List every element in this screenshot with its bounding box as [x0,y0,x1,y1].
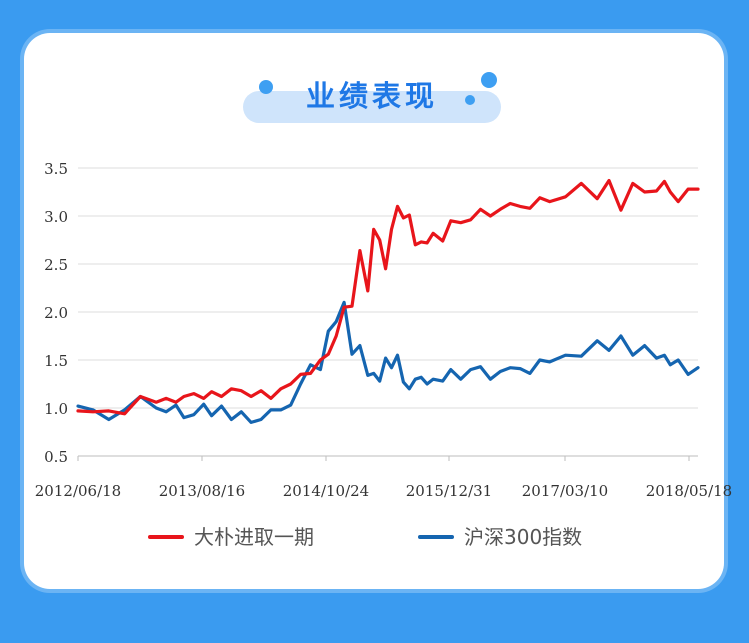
legend-swatch-index [418,535,454,539]
legend-item-fund: 大朴进取一期 [148,522,314,552]
x-tick-label: 2015/12/31 [406,482,492,500]
decor-dot-left [259,80,273,94]
y-tick-label: 2.5 [44,256,68,274]
chart-card [24,33,724,589]
x-tick-label: 2017/03/10 [522,482,608,500]
x-tick-label: 2013/08/16 [159,482,245,500]
x-tick-label: 2018/05/18 [646,482,732,500]
x-tick-label: 2012/06/18 [35,482,121,500]
y-tick-label: 3.0 [44,208,68,226]
legend-swatch-fund [148,535,184,539]
legend-item-index: 沪深300指数 [418,522,582,552]
decor-dot-right-small [465,95,475,105]
series-line-index [76,300,700,424]
y-tick-label: 0.5 [44,448,68,466]
legend-label-index: 沪深300指数 [464,525,583,549]
y-tick-label: 3.5 [44,160,68,178]
decor-dot-right-large [481,72,497,88]
page-title: 业绩表现 [305,79,438,113]
series-line-fund [76,178,700,416]
y-tick-label: 2.0 [44,304,68,322]
x-tick-label: 2014/10/24 [283,482,369,500]
y-tick-label: 1.5 [44,352,68,370]
y-tick-label: 1.0 [44,400,68,418]
legend-label-fund: 大朴进取一期 [194,525,314,549]
title-pill [243,91,501,123]
